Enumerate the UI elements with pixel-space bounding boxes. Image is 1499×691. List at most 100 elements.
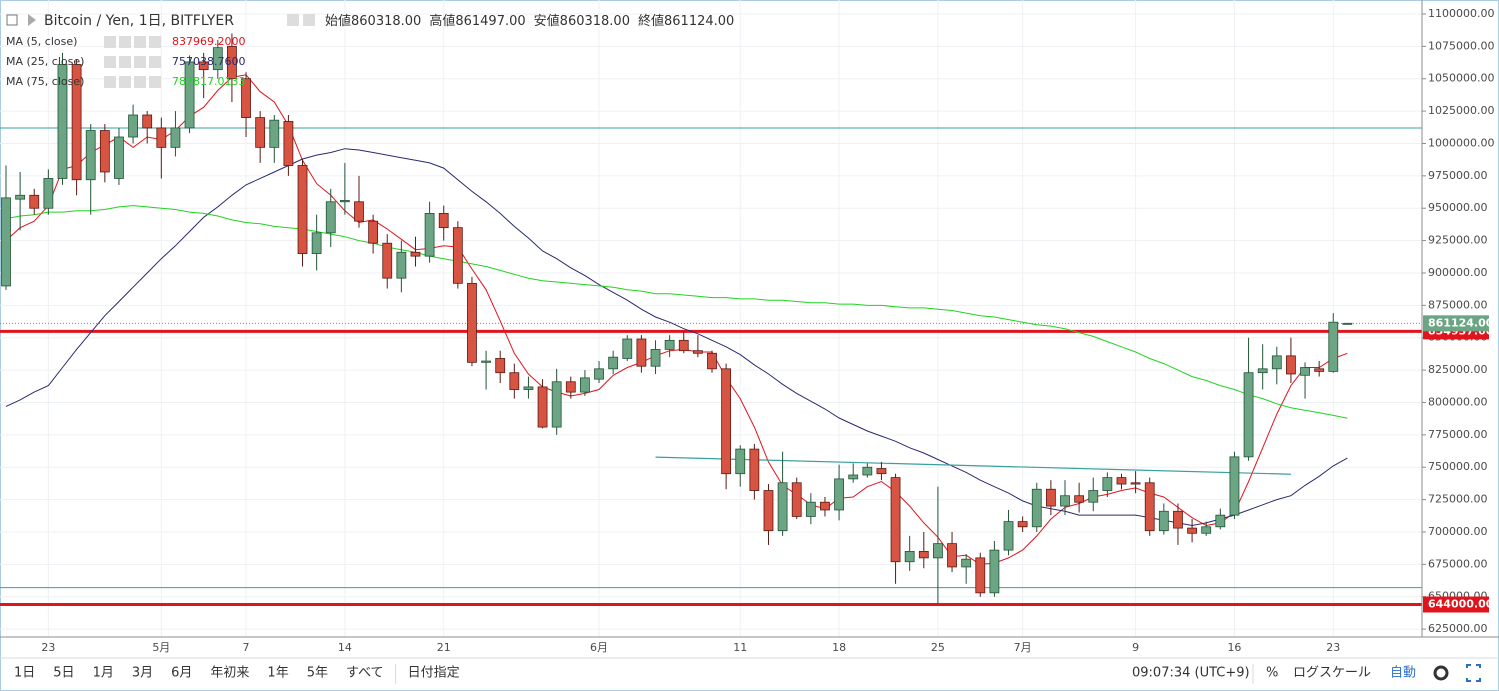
candle-body <box>692 350 703 354</box>
settings-icon[interactable] <box>303 14 315 26</box>
y-tick-label: 925000.00 <box>1428 234 1488 247</box>
auto-toggle[interactable]: 自動 <box>1390 666 1416 681</box>
candle-body <box>1 197 11 287</box>
log-toggle[interactable]: ログスケール <box>1293 666 1371 681</box>
toolbar: 09:07:34 (UTC+9) % ログスケール 自動 1日 5日 1月 3月 6月 年… <box>14 664 1481 684</box>
candle-body <box>128 114 138 138</box>
symbol-title: Bitcoin / Yen, 1日, BITFLYER <box>44 13 234 29</box>
candle-body <box>1342 322 1353 325</box>
candle-body <box>1074 495 1085 503</box>
candle-body <box>452 227 463 284</box>
y-tick-label: 750000.00 <box>1428 460 1488 473</box>
y-tick-label: 625000.00 <box>1428 622 1488 635</box>
legend-icon[interactable] <box>149 56 161 68</box>
y-tick-label: 1075000.00 <box>1428 39 1494 52</box>
candle-body <box>735 448 746 475</box>
legend-value: 837969.2000 <box>172 35 245 48</box>
candle-body <box>989 549 1000 594</box>
legend-name: MA (5, close) <box>6 35 77 48</box>
candle-body <box>1286 355 1296 375</box>
range-button[interactable]: 3月 <box>132 666 153 681</box>
legend-icon[interactable] <box>149 76 161 88</box>
header: Bitcoin / Yen, 1日, BITFLYER 始値860318.00 高… <box>6 13 734 29</box>
last-price-label: 861124.00 <box>1428 316 1494 329</box>
candle-body <box>1328 321 1339 372</box>
candle-body <box>791 482 802 517</box>
y-tick-label: 1000000.00 <box>1428 136 1494 149</box>
range-button[interactable]: 5日 <box>53 666 74 681</box>
candle-body <box>1017 521 1028 528</box>
candle-body <box>269 119 280 148</box>
fullscreen-button[interactable] <box>1466 664 1481 682</box>
x-tick-label: 18 <box>832 641 846 654</box>
candle-body <box>664 339 675 350</box>
x-tick-label: 23 <box>1326 641 1340 654</box>
candle-body <box>777 482 788 532</box>
candle-body <box>43 178 54 209</box>
legend-icon[interactable] <box>104 36 116 48</box>
legend-icon[interactable] <box>134 76 146 88</box>
legend-icon[interactable] <box>104 56 116 68</box>
candle-body <box>749 448 760 491</box>
x-tick-label: 25 <box>931 641 945 654</box>
legend-value: 757038.7600 <box>172 55 245 68</box>
candle-body <box>15 194 26 200</box>
legend-icon[interactable] <box>134 56 146 68</box>
candle-body <box>622 338 633 359</box>
ohlc-name: 安値 <box>534 13 560 29</box>
settings-button[interactable] <box>1433 665 1449 681</box>
candle-body <box>763 490 774 532</box>
candle-body <box>608 356 619 370</box>
x-tick-label: 9 <box>1132 641 1139 654</box>
price-label: 644000.00 <box>1428 597 1494 610</box>
candle-body <box>255 117 266 148</box>
y-tick-label: 1025000.00 <box>1428 104 1494 117</box>
candle-body <box>1130 482 1141 485</box>
candle-body <box>1031 488 1042 528</box>
candle-body <box>862 466 873 476</box>
candle-body <box>1271 355 1282 370</box>
range-button[interactable]: 1年 <box>267 666 288 681</box>
y-tick-label: 900000.00 <box>1428 266 1488 279</box>
candle-body <box>85 130 96 181</box>
candle-body <box>438 213 449 229</box>
x-tick-label: 21 <box>437 641 451 654</box>
candle-body <box>1003 521 1014 551</box>
legend-icon[interactable] <box>119 36 131 48</box>
range-button[interactable]: 1月 <box>93 666 114 681</box>
x-tick-label: 14 <box>338 641 352 654</box>
legend-value: 787817.0133 <box>172 75 245 88</box>
candle-body <box>904 551 915 563</box>
legend-name: MA (25, close) <box>6 55 84 68</box>
legend-icon[interactable] <box>134 36 146 48</box>
candle-body <box>156 127 167 148</box>
candle-body <box>805 501 816 517</box>
candle-body <box>283 121 294 166</box>
date-pick-button[interactable]: 日付指定 <box>408 666 460 681</box>
range-button[interactable]: 5年 <box>307 666 328 681</box>
eye-icon[interactable] <box>287 14 299 26</box>
x-tick-label: 5月 <box>152 641 170 654</box>
legend: MA (5, close) 837969.2000 MA (25, close) 75… <box>6 35 245 88</box>
candle-body <box>1116 477 1127 485</box>
y-tick-label: 775000.00 <box>1428 428 1488 441</box>
candle-body <box>1187 527 1197 534</box>
ma-line <box>5 205 1348 419</box>
x-tick-label: 7 <box>243 641 250 654</box>
range-button[interactable]: すべて <box>346 666 384 681</box>
candle-body <box>1243 372 1254 458</box>
candle-body <box>354 201 364 222</box>
collapse-icon[interactable] <box>6 14 18 26</box>
range-button[interactable]: 1日 <box>14 666 35 681</box>
legend-icon[interactable] <box>149 36 161 48</box>
percent-toggle[interactable]: % <box>1266 666 1278 681</box>
legend-icon[interactable] <box>104 76 116 88</box>
range-button[interactable]: 年初来 <box>210 666 249 681</box>
y-tick-label: 675000.00 <box>1428 557 1488 570</box>
legend-icon[interactable] <box>119 56 131 68</box>
legend-icon[interactable] <box>119 76 131 88</box>
candle-body <box>382 242 393 279</box>
range-button[interactable]: 6月 <box>171 666 192 681</box>
symbol-icon <box>28 14 36 26</box>
candle-body <box>311 232 322 254</box>
